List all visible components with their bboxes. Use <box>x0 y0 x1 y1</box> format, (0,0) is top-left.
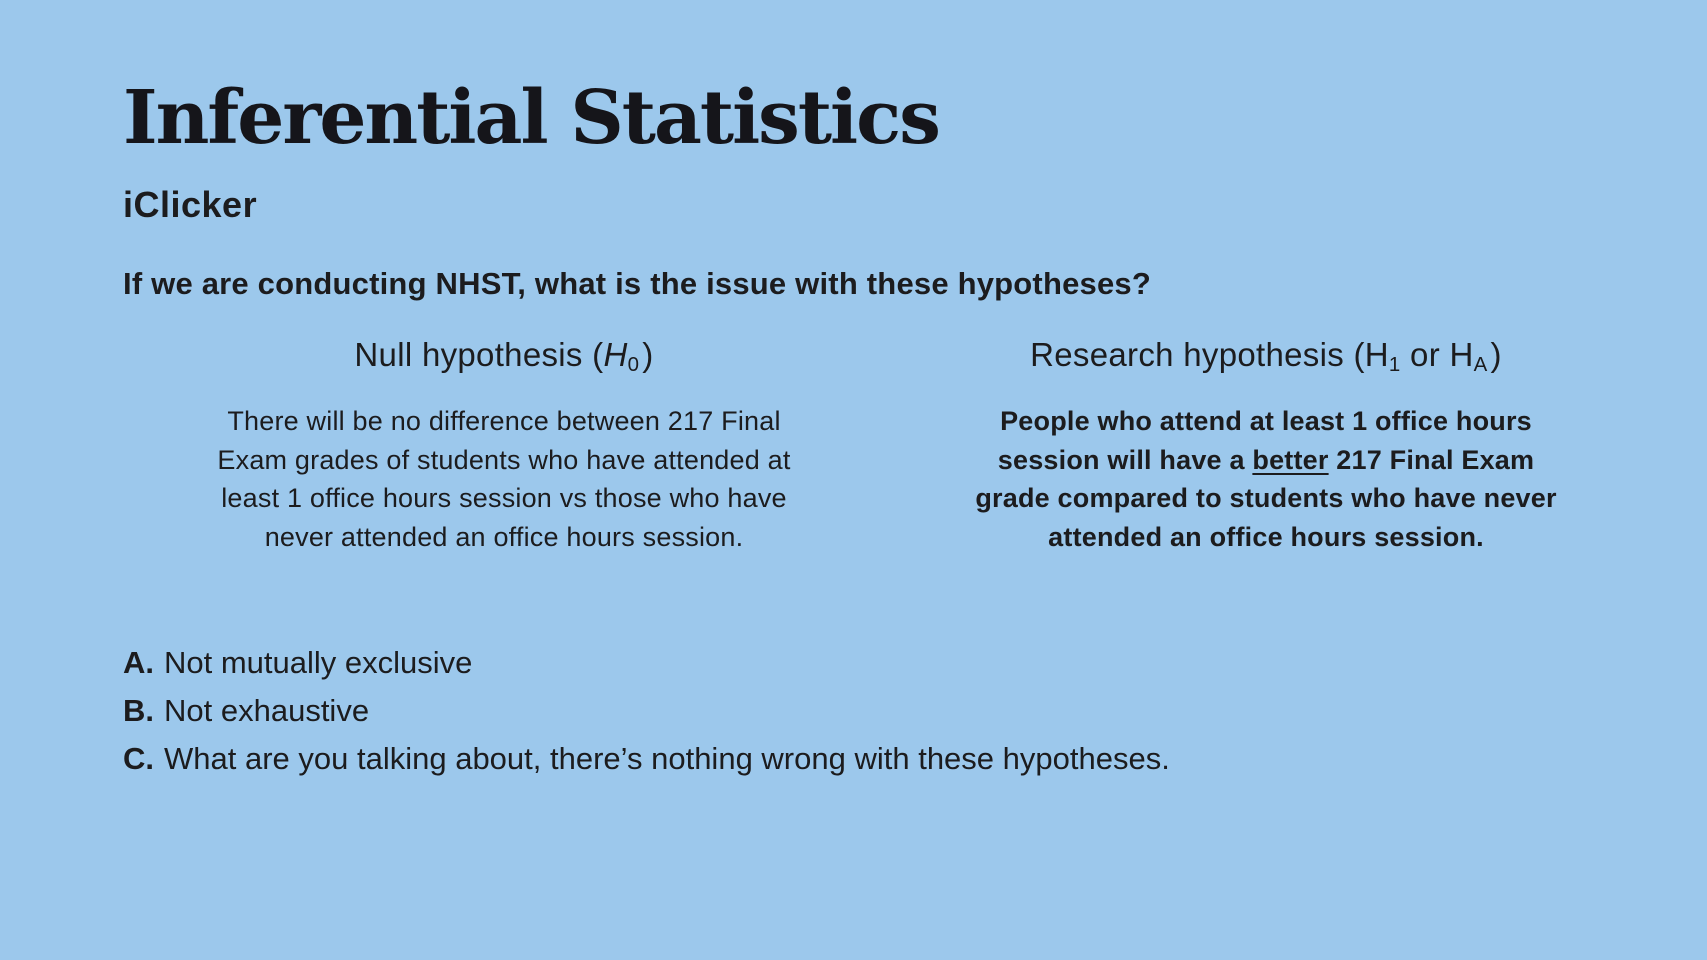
research-hypothesis-body: People who attend at least 1 office hour… <box>966 402 1566 558</box>
research-body-post: 217 Final Exam grade compared to student… <box>975 444 1557 553</box>
research-body-underlined-word: better <box>1252 444 1329 475</box>
slide-title: Inferential Statistics <box>123 75 941 161</box>
research-hypothesis-subscript-1: 1 <box>1388 352 1401 376</box>
null-heading-prefix: Null hypothesis ( <box>354 335 604 373</box>
research-hypothesis-symbol-2: H <box>1449 335 1474 373</box>
choice-a-letter: A. <box>123 645 154 681</box>
answer-choice-c: C. What are you talking about, there’s no… <box>123 735 1647 783</box>
choice-c-text: What are you talking about, there’s noth… <box>164 741 1170 777</box>
null-hypothesis-column: Null hypothesis (H0) There will be no di… <box>123 336 885 558</box>
null-hypothesis-heading: Null hypothesis (H0) <box>123 335 885 376</box>
null-hypothesis-subscript: 0 <box>627 352 640 376</box>
null-hypothesis-body: There will be no difference between 217 … <box>217 405 791 553</box>
research-heading-conjunction: or <box>1400 335 1450 373</box>
choice-a-text: Not mutually exclusive <box>164 645 473 681</box>
hypotheses-columns: Null hypothesis (H0) There will be no di… <box>123 336 1647 558</box>
research-body-pre: People who attend at least 1 office hour… <box>997 405 1532 475</box>
answer-choice-b: B. Not exhaustive <box>123 687 1647 735</box>
question-text: If we are conducting NHST, what is the i… <box>123 265 1151 301</box>
research-heading-suffix: ) <box>1490 335 1502 373</box>
choice-c-letter: C. <box>123 741 154 777</box>
null-hypothesis-symbol: H <box>603 335 628 373</box>
research-hypothesis-heading: Research hypothesis (H1 or HA) <box>885 335 1647 376</box>
choice-b-letter: B. <box>123 693 154 729</box>
research-hypothesis-column: Research hypothesis (H1 or HA) People wh… <box>885 336 1647 558</box>
choice-b-text: Not exhaustive <box>164 693 370 729</box>
research-hypothesis-symbol-1: H <box>1364 335 1389 373</box>
answer-choices: A. Not mutually exclusive B. Not exhaustiv… <box>123 639 1647 783</box>
null-heading-suffix: ) <box>642 335 654 373</box>
slide-subtitle: iClicker <box>123 183 258 225</box>
research-hypothesis-subscript-2: A <box>1473 352 1488 376</box>
research-heading-prefix: Research hypothesis ( <box>1030 335 1365 373</box>
answer-choice-a: A. Not mutually exclusive <box>123 639 1647 687</box>
